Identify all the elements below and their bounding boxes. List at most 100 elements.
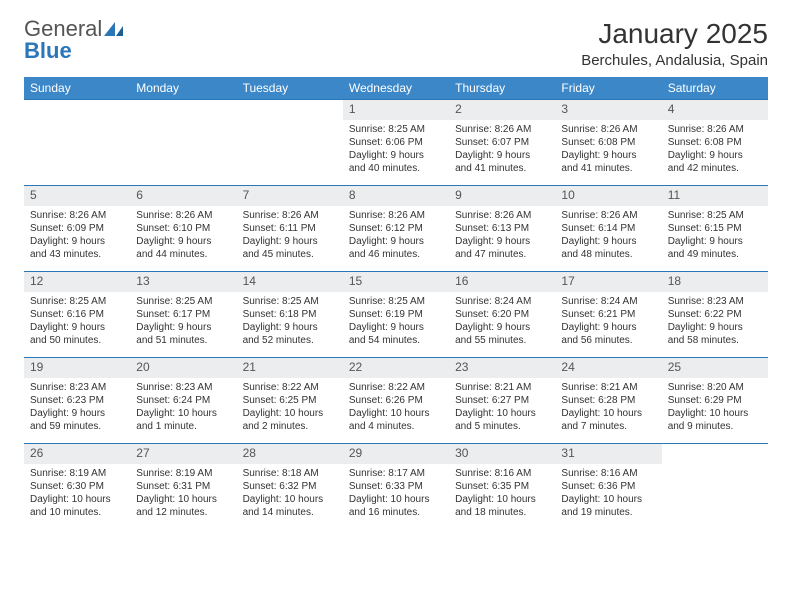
- day-number: 4: [662, 100, 768, 120]
- header: General Blue January 2025 Berchules, And…: [24, 18, 768, 69]
- day-details: Sunrise: 8:24 AMSunset: 6:21 PMDaylight:…: [555, 292, 661, 351]
- day-details: Sunrise: 8:26 AMSunset: 6:11 PMDaylight:…: [237, 206, 343, 265]
- day-details: Sunrise: 8:23 AMSunset: 6:23 PMDaylight:…: [24, 378, 130, 437]
- day-number: 13: [130, 272, 236, 292]
- day-details: Sunrise: 8:22 AMSunset: 6:26 PMDaylight:…: [343, 378, 449, 437]
- day-details: Sunrise: 8:23 AMSunset: 6:22 PMDaylight:…: [662, 292, 768, 351]
- day-details: Sunrise: 8:16 AMSunset: 6:35 PMDaylight:…: [449, 464, 555, 523]
- day-details: Sunrise: 8:21 AMSunset: 6:28 PMDaylight:…: [555, 378, 661, 437]
- calendar-day-cell: 21Sunrise: 8:22 AMSunset: 6:25 PMDayligh…: [237, 358, 343, 444]
- day-details: Sunrise: 8:19 AMSunset: 6:30 PMDaylight:…: [24, 464, 130, 523]
- day-number: 27: [130, 444, 236, 464]
- day-number: 23: [449, 358, 555, 378]
- day-number: 24: [555, 358, 661, 378]
- day-details: Sunrise: 8:19 AMSunset: 6:31 PMDaylight:…: [130, 464, 236, 523]
- day-number: 29: [343, 444, 449, 464]
- calendar-week-row: 5Sunrise: 8:26 AMSunset: 6:09 PMDaylight…: [24, 186, 768, 272]
- calendar-day-cell: 10Sunrise: 8:26 AMSunset: 6:14 PMDayligh…: [555, 186, 661, 272]
- calendar-day-cell: 4Sunrise: 8:26 AMSunset: 6:08 PMDaylight…: [662, 100, 768, 186]
- day-details: Sunrise: 8:25 AMSunset: 6:15 PMDaylight:…: [662, 206, 768, 265]
- calendar-day-cell: 18Sunrise: 8:23 AMSunset: 6:22 PMDayligh…: [662, 272, 768, 358]
- calendar-day-cell: 23Sunrise: 8:21 AMSunset: 6:27 PMDayligh…: [449, 358, 555, 444]
- day-number: 15: [343, 272, 449, 292]
- calendar-day-cell: 8Sunrise: 8:26 AMSunset: 6:12 PMDaylight…: [343, 186, 449, 272]
- calendar-day-cell: 19Sunrise: 8:23 AMSunset: 6:23 PMDayligh…: [24, 358, 130, 444]
- day-details: Sunrise: 8:20 AMSunset: 6:29 PMDaylight:…: [662, 378, 768, 437]
- day-details: Sunrise: 8:25 AMSunset: 6:06 PMDaylight:…: [343, 120, 449, 179]
- day-number: 12: [24, 272, 130, 292]
- day-details: Sunrise: 8:26 AMSunset: 6:09 PMDaylight:…: [24, 206, 130, 265]
- day-details: Sunrise: 8:25 AMSunset: 6:16 PMDaylight:…: [24, 292, 130, 351]
- title-block: January 2025 Berchules, Andalusia, Spain: [581, 18, 768, 69]
- logo: General Blue: [24, 18, 124, 62]
- calendar-body: 1Sunrise: 8:25 AMSunset: 6:06 PMDaylight…: [24, 100, 768, 530]
- day-number: 7: [237, 186, 343, 206]
- calendar-day-cell: 5Sunrise: 8:26 AMSunset: 6:09 PMDaylight…: [24, 186, 130, 272]
- calendar-day-cell: 30Sunrise: 8:16 AMSunset: 6:35 PMDayligh…: [449, 444, 555, 530]
- calendar-day-cell: [130, 100, 236, 186]
- day-number: 11: [662, 186, 768, 206]
- day-number: 2: [449, 100, 555, 120]
- calendar-header-row: SundayMondayTuesdayWednesdayThursdayFrid…: [24, 77, 768, 100]
- day-details: Sunrise: 8:25 AMSunset: 6:18 PMDaylight:…: [237, 292, 343, 351]
- day-number: 22: [343, 358, 449, 378]
- calendar-week-row: 1Sunrise: 8:25 AMSunset: 6:06 PMDaylight…: [24, 100, 768, 186]
- day-number: 21: [237, 358, 343, 378]
- calendar-day-cell: 26Sunrise: 8:19 AMSunset: 6:30 PMDayligh…: [24, 444, 130, 530]
- day-details: Sunrise: 8:21 AMSunset: 6:27 PMDaylight:…: [449, 378, 555, 437]
- day-number: 9: [449, 186, 555, 206]
- day-details: Sunrise: 8:18 AMSunset: 6:32 PMDaylight:…: [237, 464, 343, 523]
- calendar-day-cell: 6Sunrise: 8:26 AMSunset: 6:10 PMDaylight…: [130, 186, 236, 272]
- day-number: 1: [343, 100, 449, 120]
- page-title: January 2025: [581, 18, 768, 50]
- day-number: 31: [555, 444, 661, 464]
- calendar-day-cell: 25Sunrise: 8:20 AMSunset: 6:29 PMDayligh…: [662, 358, 768, 444]
- day-details: Sunrise: 8:26 AMSunset: 6:12 PMDaylight:…: [343, 206, 449, 265]
- day-number: 25: [662, 358, 768, 378]
- weekday-header: Saturday: [662, 77, 768, 100]
- calendar-day-cell: 11Sunrise: 8:25 AMSunset: 6:15 PMDayligh…: [662, 186, 768, 272]
- day-number: 14: [237, 272, 343, 292]
- calendar-week-row: 19Sunrise: 8:23 AMSunset: 6:23 PMDayligh…: [24, 358, 768, 444]
- day-number: 3: [555, 100, 661, 120]
- calendar-day-cell: 20Sunrise: 8:23 AMSunset: 6:24 PMDayligh…: [130, 358, 236, 444]
- day-details: Sunrise: 8:26 AMSunset: 6:10 PMDaylight:…: [130, 206, 236, 265]
- calendar-day-cell: 16Sunrise: 8:24 AMSunset: 6:20 PMDayligh…: [449, 272, 555, 358]
- day-details: Sunrise: 8:24 AMSunset: 6:20 PMDaylight:…: [449, 292, 555, 351]
- calendar-day-cell: 3Sunrise: 8:26 AMSunset: 6:08 PMDaylight…: [555, 100, 661, 186]
- calendar-day-cell: 2Sunrise: 8:26 AMSunset: 6:07 PMDaylight…: [449, 100, 555, 186]
- day-number: 28: [237, 444, 343, 464]
- day-number: 18: [662, 272, 768, 292]
- day-details: Sunrise: 8:26 AMSunset: 6:08 PMDaylight:…: [555, 120, 661, 179]
- day-details: Sunrise: 8:23 AMSunset: 6:24 PMDaylight:…: [130, 378, 236, 437]
- day-details: Sunrise: 8:25 AMSunset: 6:19 PMDaylight:…: [343, 292, 449, 351]
- day-number: 10: [555, 186, 661, 206]
- calendar-day-cell: 1Sunrise: 8:25 AMSunset: 6:06 PMDaylight…: [343, 100, 449, 186]
- day-number: 20: [130, 358, 236, 378]
- calendar-day-cell: 14Sunrise: 8:25 AMSunset: 6:18 PMDayligh…: [237, 272, 343, 358]
- logo-word-blue: Blue: [24, 38, 72, 63]
- calendar-day-cell: 12Sunrise: 8:25 AMSunset: 6:16 PMDayligh…: [24, 272, 130, 358]
- calendar-table: SundayMondayTuesdayWednesdayThursdayFrid…: [24, 77, 768, 530]
- day-details: Sunrise: 8:26 AMSunset: 6:07 PMDaylight:…: [449, 120, 555, 179]
- day-number: 19: [24, 358, 130, 378]
- day-details: Sunrise: 8:26 AMSunset: 6:08 PMDaylight:…: [662, 120, 768, 179]
- calendar-day-cell: 9Sunrise: 8:26 AMSunset: 6:13 PMDaylight…: [449, 186, 555, 272]
- calendar-week-row: 26Sunrise: 8:19 AMSunset: 6:30 PMDayligh…: [24, 444, 768, 530]
- day-number: 16: [449, 272, 555, 292]
- calendar-day-cell: 22Sunrise: 8:22 AMSunset: 6:26 PMDayligh…: [343, 358, 449, 444]
- calendar-day-cell: 24Sunrise: 8:21 AMSunset: 6:28 PMDayligh…: [555, 358, 661, 444]
- weekday-header: Friday: [555, 77, 661, 100]
- day-details: Sunrise: 8:25 AMSunset: 6:17 PMDaylight:…: [130, 292, 236, 351]
- calendar-day-cell: 15Sunrise: 8:25 AMSunset: 6:19 PMDayligh…: [343, 272, 449, 358]
- day-number: 30: [449, 444, 555, 464]
- calendar-day-cell: [237, 100, 343, 186]
- calendar-day-cell: 7Sunrise: 8:26 AMSunset: 6:11 PMDaylight…: [237, 186, 343, 272]
- calendar-day-cell: 17Sunrise: 8:24 AMSunset: 6:21 PMDayligh…: [555, 272, 661, 358]
- day-number: 17: [555, 272, 661, 292]
- logo-text: General Blue: [24, 18, 124, 62]
- calendar-day-cell: [662, 444, 768, 530]
- day-details: Sunrise: 8:26 AMSunset: 6:13 PMDaylight:…: [449, 206, 555, 265]
- day-number: 6: [130, 186, 236, 206]
- calendar-day-cell: 13Sunrise: 8:25 AMSunset: 6:17 PMDayligh…: [130, 272, 236, 358]
